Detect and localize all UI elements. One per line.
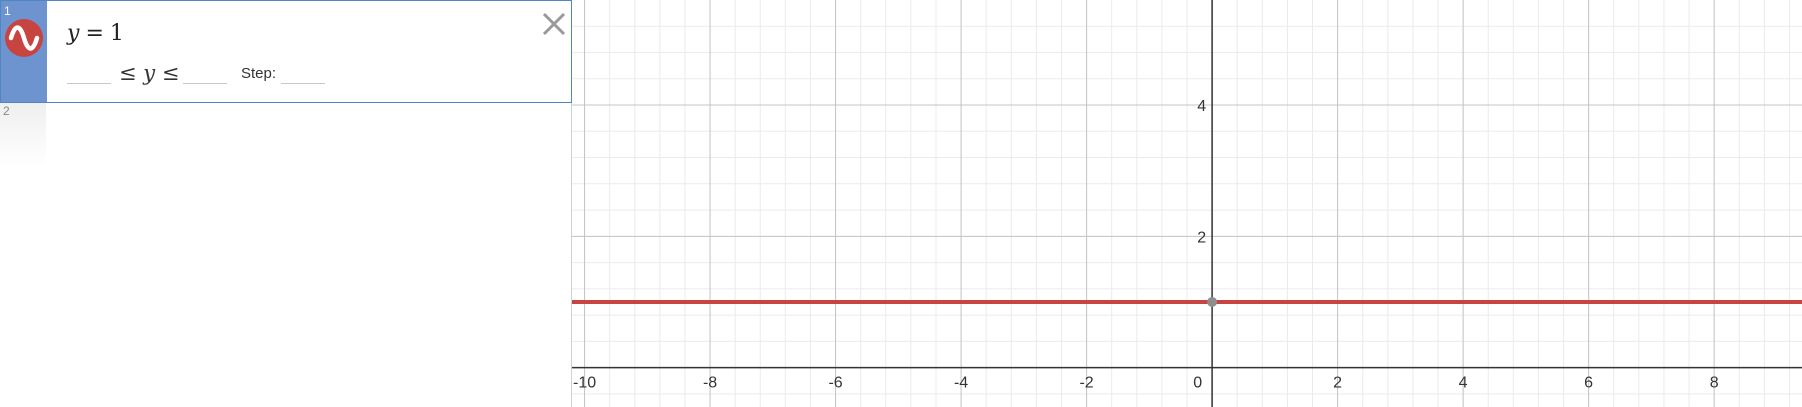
y-tick-label: 4: [1197, 98, 1206, 115]
expression-rhs: 1: [109, 21, 124, 46]
y-tick-label: 2: [1197, 229, 1206, 246]
expression-input[interactable]: y = 1: [67, 21, 124, 46]
x-tick-label: 0: [1193, 375, 1202, 392]
x-tick-label: -10: [573, 375, 596, 392]
upper-bound-input[interactable]: [183, 83, 227, 84]
x-tick-label: -8: [703, 375, 717, 392]
expression-gutter[interactable]: 2: [0, 103, 46, 168]
x-tick-label: 2: [1333, 375, 1342, 392]
expression-index: 2: [3, 104, 10, 118]
domain-restriction: ≤ y ≤ Step:: [67, 61, 367, 87]
x-tick-label: -2: [1079, 375, 1093, 392]
expression-index: 1: [4, 4, 11, 18]
step-label: Step:: [241, 65, 277, 82]
lower-bound-input[interactable]: [67, 83, 111, 84]
x-tick-label: -4: [954, 375, 968, 392]
expression-row-2[interactable]: 2: [0, 103, 572, 183]
expression-gutter[interactable]: 1: [1, 1, 47, 102]
expression-lhs: y: [67, 21, 80, 46]
expression-operator: =: [85, 21, 104, 46]
bound-inequality: ≤ y ≤: [119, 61, 180, 85]
graph-paper[interactable]: -10 -8 -6 -4 -2 0 2 4 6 8 2 4: [572, 0, 1802, 407]
x-tick-label: 8: [1710, 375, 1719, 392]
expression-list: 1 y = 1 ≤ y ≤ Step: 2: [0, 0, 572, 407]
x-tick-label: 6: [1584, 375, 1593, 392]
x-tick-label: 4: [1459, 375, 1468, 392]
bound-variable: y: [143, 61, 156, 85]
graph-canvas[interactable]: -10 -8 -6 -4 -2 0 2 4 6 8 2 4: [572, 0, 1802, 407]
intercept-point: [1207, 296, 1218, 307]
close-icon[interactable]: [539, 9, 569, 39]
x-tick-label: -6: [828, 375, 842, 392]
step-input[interactable]: [281, 83, 325, 84]
expression-row-1[interactable]: 1 y = 1 ≤ y ≤ Step:: [0, 0, 572, 103]
wave-icon[interactable]: [5, 19, 43, 57]
